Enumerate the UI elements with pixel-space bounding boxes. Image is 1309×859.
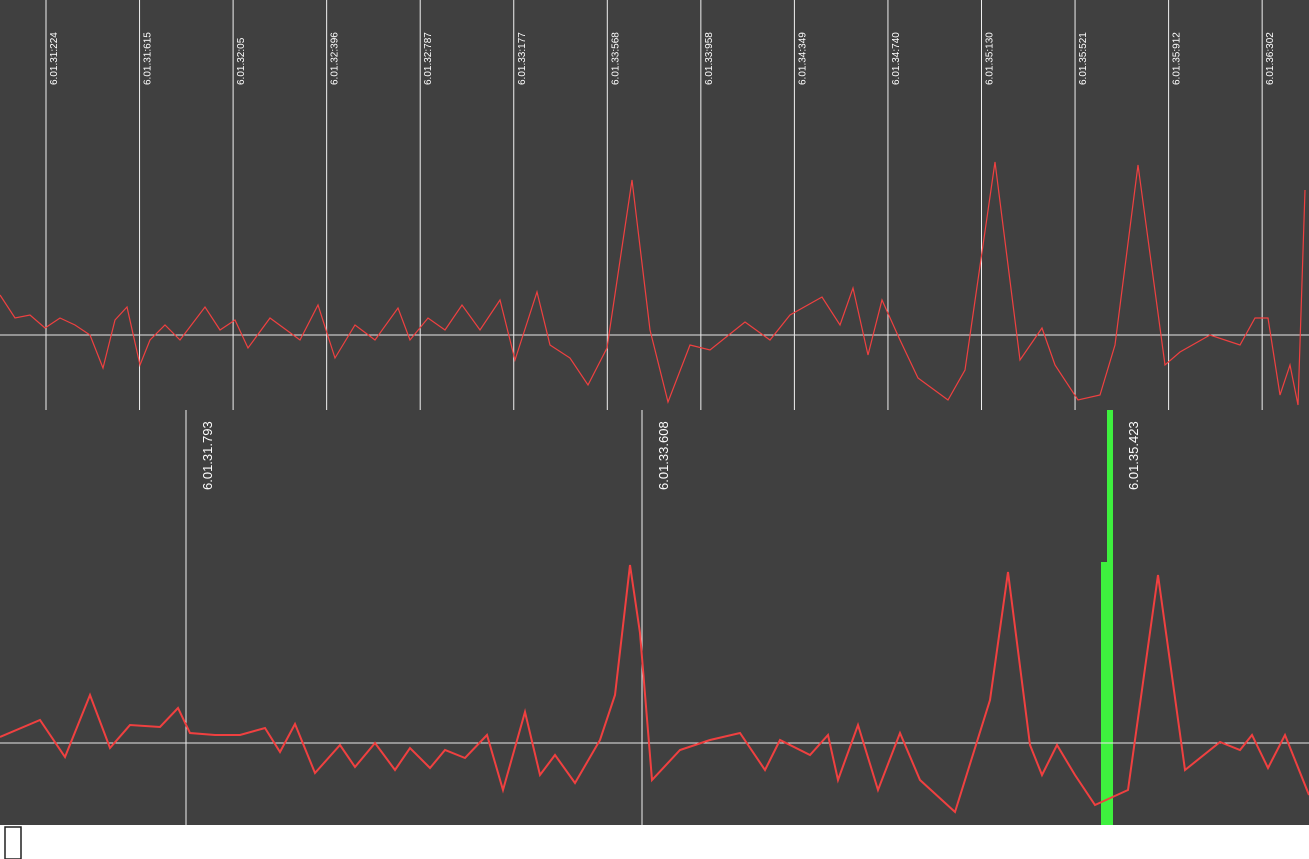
marker-label: 6.01.35.423 — [1126, 421, 1141, 490]
time-label: 6.01.32:787 — [423, 32, 434, 85]
time-label: 6.01.33:958 — [704, 32, 715, 85]
top-time-grid: 6.01.31:224 6.01.31:615 6.01.32:05 6.01.32:… — [45, 0, 1276, 410]
time-label: 6.01.34:349 — [797, 32, 808, 85]
time-label: 6.01.35:912 — [1172, 32, 1183, 85]
scroll-handle[interactable] — [4, 826, 22, 859]
top-waveform — [0, 161, 1306, 406]
time-label: 6.01.35:521 — [1078, 32, 1089, 85]
status-bar — [0, 825, 1309, 859]
time-label: 6.01.31:615 — [143, 32, 154, 85]
time-label: 6.01.34:740 — [891, 32, 902, 85]
top-panel — [0, 0, 1309, 410]
time-label: 6.01.32:05 — [236, 37, 247, 85]
cursor-bar — [1101, 562, 1107, 825]
marker-label: 6.01.31.793 — [200, 421, 215, 490]
time-label: 6.01.33:568 — [610, 32, 621, 85]
bottom-panel — [0, 410, 1309, 825]
time-label: 6.01.32:396 — [330, 32, 341, 85]
time-label: 6.01.36:302 — [1265, 32, 1276, 85]
time-label: 6.01.31:224 — [49, 32, 60, 85]
time-label: 6.01.33:177 — [517, 32, 528, 85]
bottom-markers: 6.01.31.793 6.01.33.608 6.01.35.423 — [185, 410, 1141, 825]
time-label: 6.01.35:130 — [985, 32, 996, 85]
bottom-waveform — [0, 564, 1309, 814]
cursor-bar — [1107, 410, 1113, 825]
marker-label: 6.01.33.608 — [656, 421, 671, 490]
